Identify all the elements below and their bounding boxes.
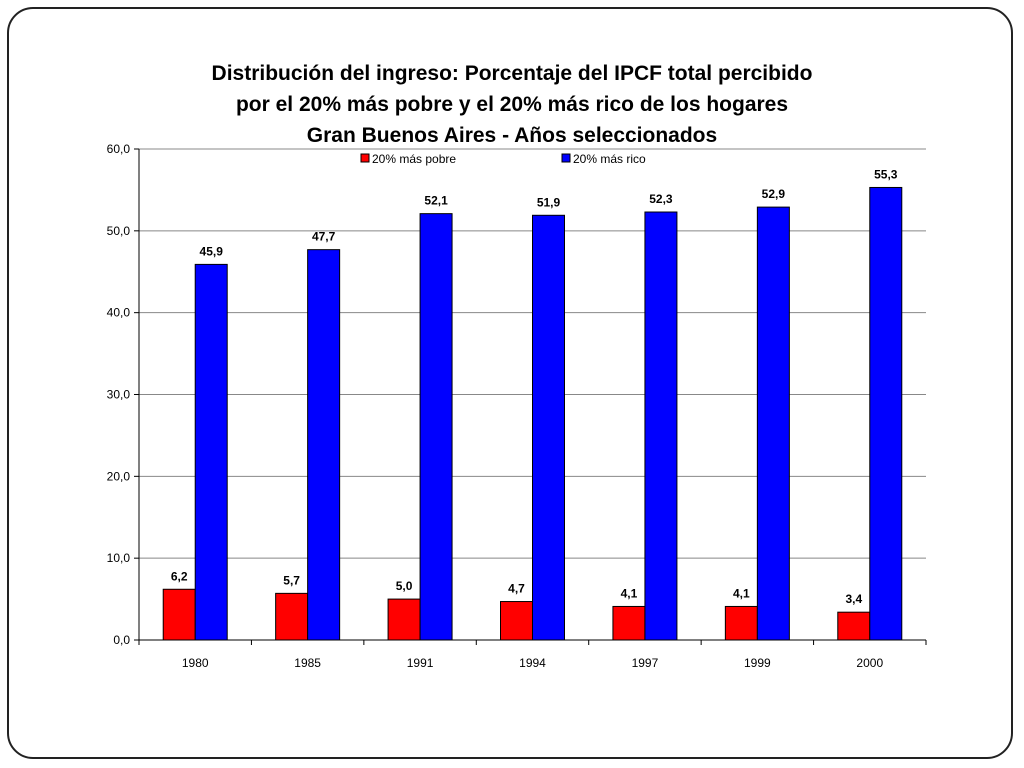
chart-title-line-3: Gran Buenos Aires - Años seleccionados [306,124,718,147]
bar [837,611,871,641]
data-label: 52,1 [424,194,448,208]
legend-label: 20% más pobre [372,152,456,166]
chart-title-line-1: Distribución del ingreso: Porcentaje del… [211,62,813,85]
x-tick-label: 1985 [294,656,321,670]
bar [612,605,646,641]
data-label: 4,1 [733,586,750,600]
data-label: 6,2 [171,569,188,583]
chart-title: Distribución del ingreso: Porcentaje del… [0,58,1024,151]
legend-label: 20% más rico [573,152,646,166]
y-tick-label: 40,0 [107,306,131,320]
data-label: 3,4 [845,592,862,606]
bar [387,598,421,641]
x-tick-label: 2000 [856,656,883,670]
x-tick-label: 1991 [407,656,434,670]
bar [756,206,790,641]
bar [644,211,678,641]
x-tick-label: 1997 [632,656,659,670]
legend-swatch [561,153,571,163]
y-tick-label: 20,0 [107,469,131,483]
data-label: 55,3 [874,167,898,181]
data-label: 51,9 [537,195,561,209]
legend-swatch [360,153,370,163]
y-tick-label: 30,0 [107,388,131,402]
bar [869,186,903,641]
bar [275,592,309,641]
data-label: 4,1 [621,586,638,600]
data-label: 4,7 [508,582,525,596]
bar [307,249,341,641]
x-tick-label: 1994 [519,656,546,670]
y-tick-label: 10,0 [107,551,131,565]
bar [500,601,533,641]
data-label: 52,3 [649,192,673,206]
x-tick-label: 1980 [182,656,209,670]
y-tick-label: 0,0 [113,633,130,647]
data-label: 5,7 [283,573,300,587]
bar [724,605,758,641]
data-label: 47,7 [312,230,336,244]
x-tick-label: 1999 [744,656,771,670]
bar [532,214,565,641]
data-label: 45,9 [200,244,224,258]
data-label: 5,0 [396,579,413,593]
y-tick-label: 60,0 [107,142,131,156]
bar [419,213,453,641]
bar [162,588,196,641]
data-label: 52,9 [762,187,786,201]
chart-title-line-2: por el 20% más pobre y el 20% más rico d… [235,93,789,116]
y-tick-label: 50,0 [107,224,131,238]
bar [194,263,228,641]
